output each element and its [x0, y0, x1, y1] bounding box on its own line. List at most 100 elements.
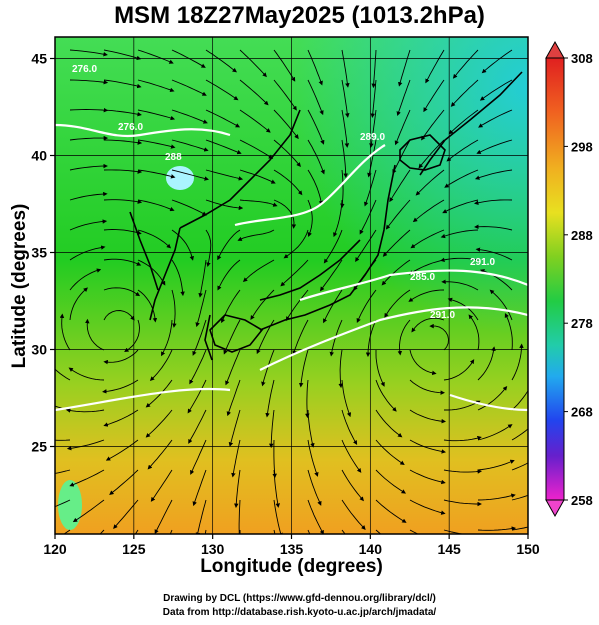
streamline	[69, 219, 108, 231]
streamline	[273, 109, 299, 140]
credits-line-1: Drawing by DCL (https://www.gfd‐dennou.o…	[163, 593, 436, 604]
streamline	[369, 109, 377, 148]
streamline	[363, 169, 377, 207]
streamline	[409, 349, 437, 376]
streamline	[145, 379, 173, 408]
streamline	[192, 469, 207, 507]
streamline	[137, 259, 166, 286]
streamline	[149, 349, 173, 381]
streamline	[113, 499, 139, 530]
streamline	[55, 499, 71, 508]
streamline	[189, 349, 207, 385]
streamline	[468, 314, 480, 351]
y-tick-label: 35	[31, 245, 47, 261]
streamline	[443, 499, 482, 507]
streamline	[205, 79, 239, 101]
streamline	[319, 259, 343, 292]
contour-label: 289.0	[360, 132, 385, 143]
streamline	[205, 109, 241, 128]
streamline	[307, 469, 322, 506]
streamline	[418, 139, 445, 169]
streamline	[103, 310, 135, 321]
streamline	[446, 139, 479, 162]
streamline	[69, 163, 108, 171]
streamline	[307, 169, 324, 206]
streamline	[171, 49, 206, 68]
streamline	[239, 199, 278, 207]
streamline	[333, 199, 343, 238]
streamline	[242, 259, 275, 283]
streamline	[265, 379, 275, 418]
streamline	[375, 379, 397, 412]
streamline	[307, 79, 324, 116]
x-tick-label: 140	[359, 541, 383, 557]
streamline	[307, 439, 319, 477]
streamline	[489, 289, 513, 321]
streamline	[103, 169, 143, 174]
streamline	[421, 109, 445, 141]
x-axis-ticks: 120 125 130 135 140 145 150	[43, 534, 540, 557]
streamline	[389, 169, 411, 203]
streamline	[396, 79, 411, 117]
streamline	[412, 199, 445, 223]
streamline	[171, 199, 207, 216]
streamline	[188, 409, 207, 444]
streamline	[59, 313, 71, 351]
streamline	[273, 469, 280, 508]
streamline	[307, 499, 324, 534]
streamline	[429, 323, 449, 351]
streamline	[239, 109, 271, 133]
streamline	[69, 268, 102, 291]
streamline	[187, 379, 207, 414]
streamline	[397, 319, 411, 356]
streamline	[72, 499, 105, 523]
streamline	[137, 289, 158, 323]
streamline	[477, 493, 516, 501]
streamline	[85, 318, 105, 351]
contour-label: 285.0	[410, 272, 435, 283]
streamline	[298, 349, 309, 388]
streamline	[355, 229, 377, 262]
streamline	[375, 469, 407, 494]
y-axis-label: Latitude (degrees)	[9, 203, 30, 369]
streamline	[190, 439, 207, 475]
streamline	[205, 169, 244, 181]
streamline	[105, 439, 139, 461]
streamline	[137, 169, 176, 179]
streamline	[236, 499, 242, 534]
streamline	[371, 49, 377, 89]
streamline	[69, 287, 88, 321]
colorbar-ticks: 308 298 288 278 268 258	[564, 51, 593, 508]
streamline	[195, 289, 207, 328]
streamline	[341, 499, 366, 530]
streamline	[137, 139, 176, 149]
streamline	[69, 79, 109, 85]
streamline	[411, 317, 445, 333]
x-axis-label: Longitude (degrees)	[200, 556, 383, 577]
x-tick-label: 150	[516, 541, 540, 557]
streamline	[256, 319, 275, 355]
streamline	[226, 379, 241, 417]
streamline	[477, 424, 513, 441]
streamline	[103, 229, 142, 235]
streamline	[103, 258, 142, 266]
streamline	[323, 229, 343, 264]
streamline	[381, 259, 411, 286]
streamline	[477, 346, 496, 381]
streamline	[228, 409, 241, 447]
streamline	[103, 199, 143, 204]
streamline	[511, 462, 528, 471]
streamline	[221, 289, 241, 324]
streamline	[409, 529, 419, 534]
streamline	[239, 169, 276, 184]
streamline	[511, 494, 528, 501]
streamline	[504, 312, 513, 351]
lat-lon-grid	[55, 37, 528, 534]
streamline	[161, 319, 173, 357]
streamline	[69, 469, 105, 487]
map-title: MSM 18Z27May2025 (1013.2hPa)	[114, 2, 485, 29]
streamline	[192, 319, 207, 356]
streamline	[69, 107, 109, 113]
streamline	[217, 259, 241, 291]
